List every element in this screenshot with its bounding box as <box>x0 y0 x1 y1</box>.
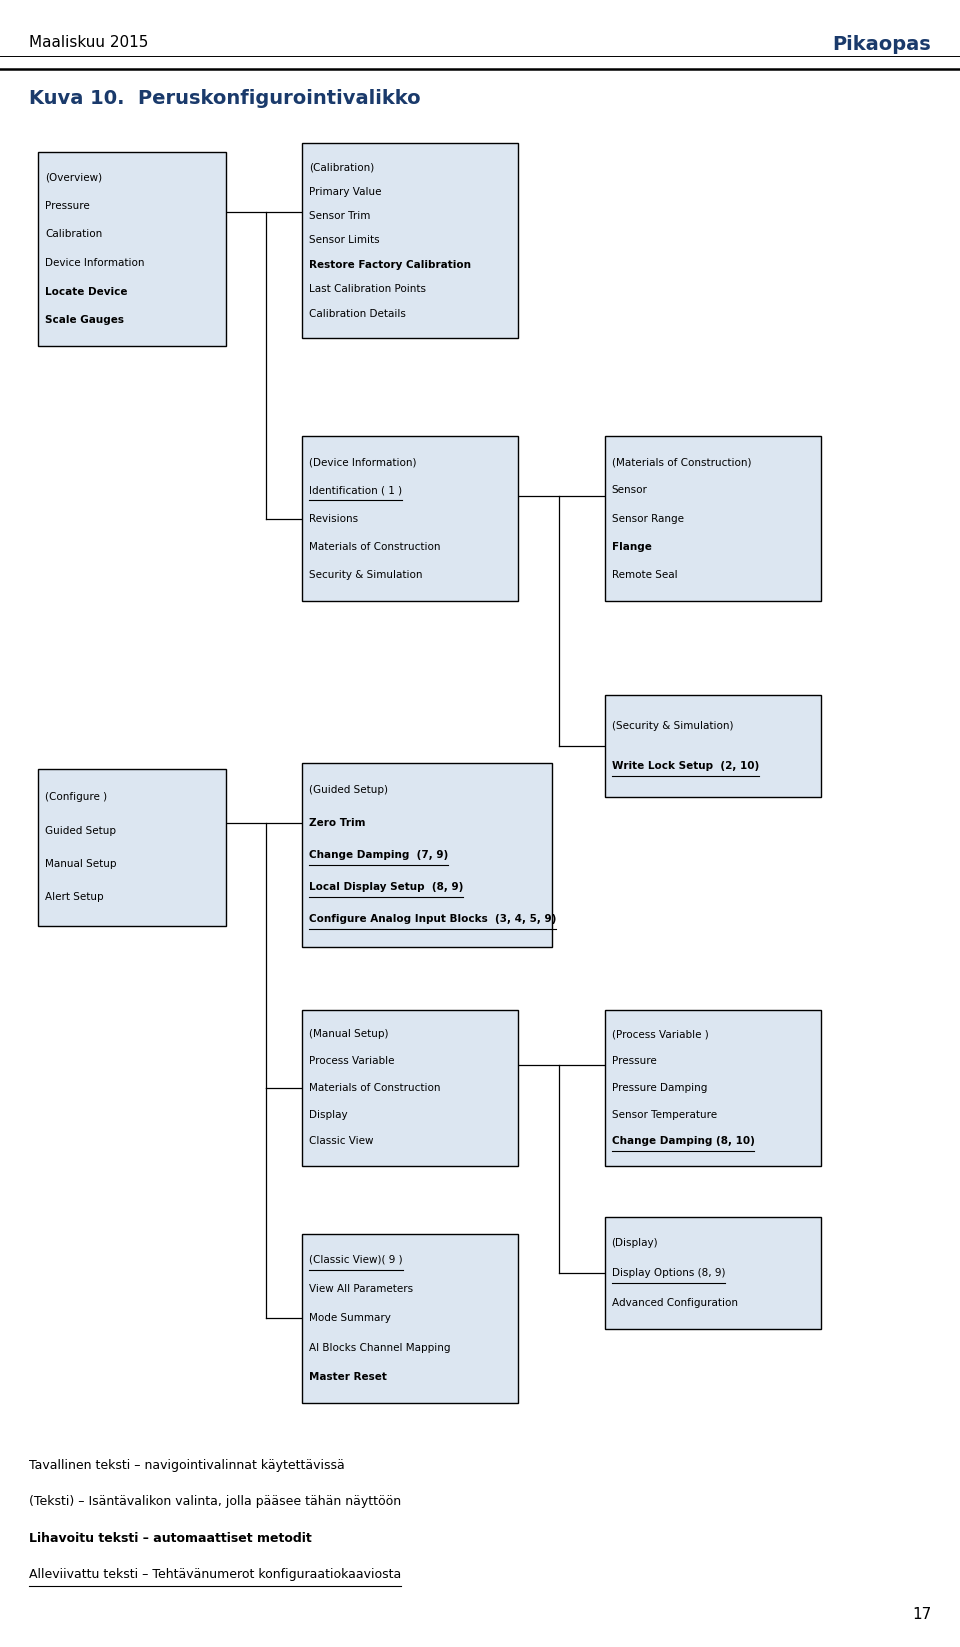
Text: (Device Information): (Device Information) <box>309 458 417 468</box>
Text: Zero Trim: Zero Trim <box>309 817 366 827</box>
Text: Sensor Temperature: Sensor Temperature <box>612 1110 717 1120</box>
Text: Sensor Trim: Sensor Trim <box>309 211 371 221</box>
Text: (Process Variable ): (Process Variable ) <box>612 1029 708 1039</box>
Text: Restore Factory Calibration: Restore Factory Calibration <box>309 260 471 270</box>
Text: Remote Seal: Remote Seal <box>612 570 677 580</box>
FancyBboxPatch shape <box>302 436 518 601</box>
Text: Calibration Details: Calibration Details <box>309 310 406 320</box>
Text: Kuva 10.  Peruskonfigurointivalikko: Kuva 10. Peruskonfigurointivalikko <box>29 89 420 109</box>
Text: (Classic View)( 9 ): (Classic View)( 9 ) <box>309 1255 403 1265</box>
Text: (Configure ): (Configure ) <box>45 792 108 802</box>
Text: (Overview): (Overview) <box>45 173 103 183</box>
Text: Pressure: Pressure <box>45 201 90 211</box>
Text: AI Blocks Channel Mapping: AI Blocks Channel Mapping <box>309 1342 450 1352</box>
FancyBboxPatch shape <box>605 1010 821 1166</box>
Text: Primary Value: Primary Value <box>309 186 382 196</box>
FancyBboxPatch shape <box>302 1234 518 1403</box>
Text: Materials of Construction: Materials of Construction <box>309 1082 441 1094</box>
FancyBboxPatch shape <box>605 436 821 601</box>
Text: Advanced Configuration: Advanced Configuration <box>612 1298 737 1308</box>
Text: Tavallinen teksti – navigointivalinnat käytettävissä: Tavallinen teksti – navigointivalinnat k… <box>29 1459 345 1472</box>
FancyBboxPatch shape <box>302 143 518 338</box>
FancyBboxPatch shape <box>38 769 226 926</box>
Text: Alert Setup: Alert Setup <box>45 893 104 903</box>
Text: Flange: Flange <box>612 542 652 552</box>
Text: Security & Simulation: Security & Simulation <box>309 570 422 580</box>
Text: Sensor: Sensor <box>612 486 647 496</box>
Text: Materials of Construction: Materials of Construction <box>309 542 441 552</box>
Text: 17: 17 <box>912 1607 931 1622</box>
Text: Display: Display <box>309 1110 348 1120</box>
Text: Identification ( 1 ): Identification ( 1 ) <box>309 486 402 496</box>
Text: (Manual Setup): (Manual Setup) <box>309 1029 389 1039</box>
Text: Sensor Limits: Sensor Limits <box>309 236 380 245</box>
Text: (Calibration): (Calibration) <box>309 161 374 171</box>
Text: Classic View: Classic View <box>309 1136 373 1146</box>
Text: Revisions: Revisions <box>309 514 358 524</box>
Text: Scale Gauges: Scale Gauges <box>45 315 124 324</box>
Text: Alleviivattu teksti – Tehtävänumerot konfiguraatiokaaviosta: Alleviivattu teksti – Tehtävänumerot kon… <box>29 1568 401 1581</box>
Text: Sensor Range: Sensor Range <box>612 514 684 524</box>
Text: Device Information: Device Information <box>45 259 145 268</box>
FancyBboxPatch shape <box>605 1217 821 1329</box>
Text: Pressure Damping: Pressure Damping <box>612 1082 707 1094</box>
Text: Change Damping  (7, 9): Change Damping (7, 9) <box>309 850 448 860</box>
FancyBboxPatch shape <box>302 1010 518 1166</box>
Text: Manual Setup: Manual Setup <box>45 860 116 870</box>
FancyBboxPatch shape <box>302 763 552 947</box>
Text: (Display): (Display) <box>612 1239 659 1248</box>
Text: (Guided Setup): (Guided Setup) <box>309 786 388 796</box>
Text: Guided Setup: Guided Setup <box>45 825 116 835</box>
Text: Maaliskuu 2015: Maaliskuu 2015 <box>29 35 148 49</box>
Text: Local Display Setup  (8, 9): Local Display Setup (8, 9) <box>309 883 464 893</box>
FancyBboxPatch shape <box>38 152 226 346</box>
Text: Locate Device: Locate Device <box>45 287 128 296</box>
Text: (Materials of Construction): (Materials of Construction) <box>612 458 751 468</box>
Text: Last Calibration Points: Last Calibration Points <box>309 285 426 295</box>
FancyBboxPatch shape <box>605 695 821 797</box>
Text: Write Lock Setup  (2, 10): Write Lock Setup (2, 10) <box>612 761 758 771</box>
Text: Master Reset: Master Reset <box>309 1372 387 1382</box>
Text: Process Variable: Process Variable <box>309 1056 395 1066</box>
Text: Calibration: Calibration <box>45 229 103 239</box>
Text: (Teksti) – Isäntävalikon valinta, jolla pääsee tähän näyttöön: (Teksti) – Isäntävalikon valinta, jolla … <box>29 1495 401 1509</box>
Text: Change Damping (8, 10): Change Damping (8, 10) <box>612 1136 755 1146</box>
Text: Lihavoitu teksti – automaattiset metodit: Lihavoitu teksti – automaattiset metodit <box>29 1532 312 1545</box>
Text: Pressure: Pressure <box>612 1056 657 1066</box>
Text: Pikaopas: Pikaopas <box>832 35 931 54</box>
Text: (Security & Simulation): (Security & Simulation) <box>612 721 733 731</box>
Text: Mode Summary: Mode Summary <box>309 1313 391 1324</box>
Text: Configure Analog Input Blocks  (3, 4, 5, 9): Configure Analog Input Blocks (3, 4, 5, … <box>309 914 557 924</box>
Text: View All Parameters: View All Parameters <box>309 1285 413 1295</box>
Text: Display Options (8, 9): Display Options (8, 9) <box>612 1268 725 1278</box>
